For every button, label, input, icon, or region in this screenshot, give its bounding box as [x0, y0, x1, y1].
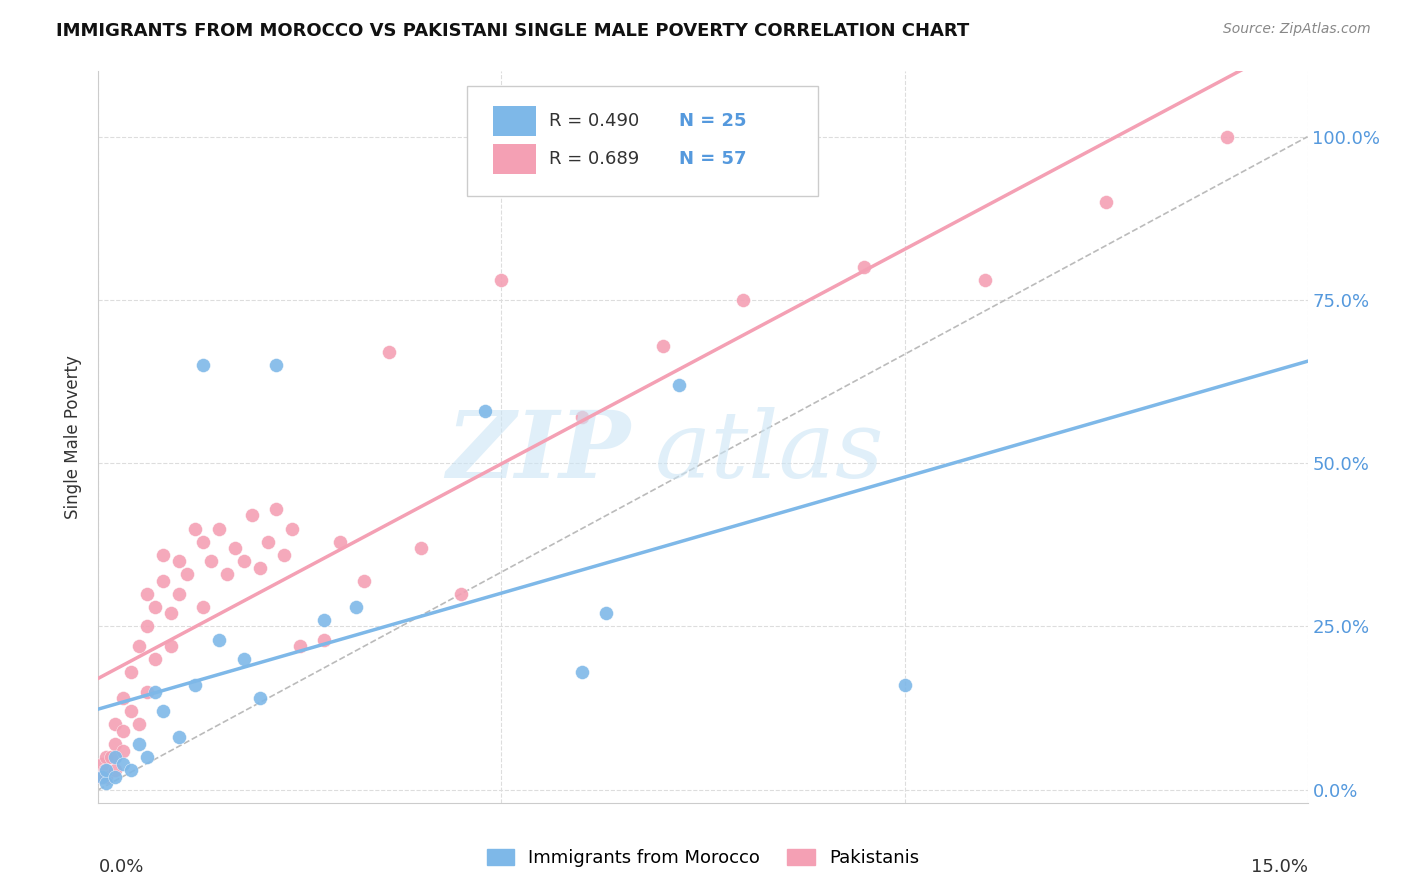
Point [176, 567, 198, 582]
Text: R = 0.490: R = 0.490 [550, 112, 640, 130]
Text: R = 0.689: R = 0.689 [550, 150, 640, 168]
Point [249, 560, 271, 574]
Point [103, 750, 125, 764]
Point [120, 705, 142, 719]
Text: N = 57: N = 57 [679, 150, 747, 168]
Point [152, 574, 174, 588]
Point [167, 554, 190, 568]
Point [314, 613, 336, 627]
Point [111, 756, 134, 771]
Point [893, 678, 915, 692]
Point [344, 599, 367, 614]
FancyBboxPatch shape [492, 144, 536, 175]
Text: 0.0%: 0.0% [98, 858, 143, 876]
Point [128, 639, 150, 653]
Point [143, 652, 166, 666]
Point [152, 705, 174, 719]
Point [96, 776, 118, 790]
Point [668, 377, 690, 392]
Point [651, 338, 673, 352]
Text: ZIP: ZIP [446, 407, 630, 497]
Point [273, 548, 295, 562]
Point [91, 770, 114, 784]
Y-axis label: Single Male Poverty: Single Male Poverty [65, 355, 83, 519]
Point [232, 652, 254, 666]
Point [249, 691, 271, 706]
Point [90, 770, 112, 784]
FancyBboxPatch shape [467, 86, 818, 195]
Point [120, 665, 142, 680]
Point [91, 756, 114, 771]
Point [96, 770, 118, 784]
Text: N = 25: N = 25 [679, 112, 747, 130]
Point [103, 770, 125, 784]
Point [1216, 129, 1239, 144]
Point [377, 345, 399, 359]
Point [135, 750, 157, 764]
Point [96, 763, 118, 777]
Point [167, 731, 190, 745]
Point [450, 587, 472, 601]
FancyBboxPatch shape [492, 106, 536, 136]
Point [281, 521, 304, 535]
Point [474, 404, 496, 418]
Point [128, 737, 150, 751]
Point [94, 763, 117, 777]
Point [103, 717, 125, 731]
Point [974, 273, 997, 287]
Point [184, 521, 207, 535]
Point [329, 534, 352, 549]
Point [314, 632, 336, 647]
Point [152, 548, 174, 562]
Point [160, 639, 183, 653]
Point [193, 599, 215, 614]
Point [232, 554, 254, 568]
Point [491, 273, 513, 287]
Point [571, 665, 593, 680]
Point [128, 717, 150, 731]
Point [571, 410, 593, 425]
Point [256, 534, 278, 549]
Point [100, 750, 122, 764]
Point [240, 508, 263, 523]
Point [353, 574, 375, 588]
Point [120, 763, 142, 777]
Point [217, 567, 239, 582]
Text: Source: ZipAtlas.com: Source: ZipAtlas.com [1223, 22, 1371, 37]
Text: 15.0%: 15.0% [1250, 858, 1308, 876]
Point [143, 599, 166, 614]
Point [595, 607, 617, 621]
Point [224, 541, 246, 555]
Point [193, 534, 215, 549]
Point [111, 743, 134, 757]
Point [103, 763, 125, 777]
Point [167, 587, 190, 601]
Point [409, 541, 432, 555]
Point [264, 502, 287, 516]
Point [135, 619, 157, 633]
Point [160, 607, 183, 621]
Point [96, 750, 118, 764]
Text: atlas: atlas [655, 407, 884, 497]
Point [135, 685, 157, 699]
Point [184, 678, 207, 692]
Point [853, 260, 876, 275]
Point [208, 632, 231, 647]
Point [143, 685, 166, 699]
Point [200, 554, 222, 568]
Legend: Immigrants from Morocco, Pakistanis: Immigrants from Morocco, Pakistanis [479, 841, 927, 874]
Point [288, 639, 311, 653]
Point [208, 521, 231, 535]
Point [1095, 194, 1118, 209]
Point [264, 358, 287, 372]
Text: IMMIGRANTS FROM MOROCCO VS PAKISTANI SINGLE MALE POVERTY CORRELATION CHART: IMMIGRANTS FROM MOROCCO VS PAKISTANI SIN… [56, 22, 970, 40]
Point [103, 737, 125, 751]
Point [733, 293, 755, 307]
Point [111, 691, 134, 706]
Point [193, 358, 215, 372]
Point [135, 587, 157, 601]
Point [111, 723, 134, 738]
